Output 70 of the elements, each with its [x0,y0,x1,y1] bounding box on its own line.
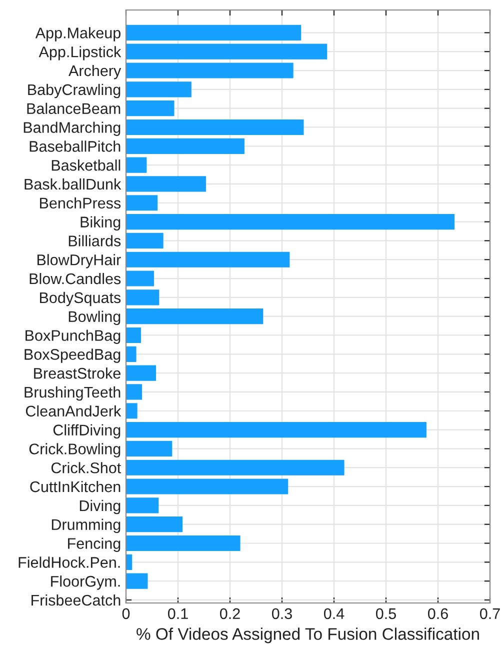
y-tick-label: FrisbeeCatch [32,594,120,606]
y-tick-label: Billiards [68,235,121,246]
bar [126,308,264,324]
bar [126,100,174,116]
y-tick-label: BabyCrawling [28,84,120,98]
bar [126,327,141,344]
y-tick-label: CliffDiving [53,424,120,438]
y-tick-label: FloorGym. [51,576,120,590]
bar [126,195,158,211]
x-tick-label: 0.3 [272,608,292,620]
x-tick-label: 0.2 [220,608,240,620]
bar [126,498,159,514]
y-tick-label: Bask.ballDunk [24,178,122,190]
y-tick-label: Diving [80,500,120,514]
y-tick-label: Fencing [68,538,120,552]
y-tick-label: Biking [80,216,120,230]
bar [126,176,206,192]
bar [126,270,154,286]
y-tick-label: Archery [68,64,122,80]
y-tick-label: BoxSpeedBag [24,348,120,363]
x-tick-label: 0.4 [324,608,344,620]
y-tick-label: BandMarching [24,122,120,136]
y-tick-label: Drumming [52,518,120,534]
y-tick-label: FieldHock.Pen. [18,556,120,568]
y-tick-label: App.Makeup [35,27,121,42]
y-tick-label: BalanceBeam [27,102,120,114]
bar [126,554,132,570]
bar [126,403,138,419]
bar [126,232,164,248]
bar [126,573,148,589]
bar [126,44,328,60]
y-tick-label: App.Lipstick [38,46,122,60]
y-tick-label: CleanAndJerk [26,405,122,417]
y-tick-label: BodySquats [40,292,121,306]
x-tick-label: 0.1 [168,608,188,620]
y-tick-label: BrushingTeeth [24,386,120,401]
bar [126,214,455,230]
y-tick-label: BoxPunchBag [26,330,120,344]
x-tick-label: 0.6 [428,608,448,620]
bar [126,460,344,476]
y-tick-label: Blow.Candles [30,272,121,284]
bar [126,346,136,362]
x-tick-label: 0.5 [376,608,396,620]
bar [126,82,192,98]
y-tick-label: BenchPress [40,197,121,209]
y-tick-label: CuttInKitchen [30,480,120,492]
bar [126,440,172,456]
bar [126,535,240,552]
y-tick-label: Basketball [52,160,120,171]
bar [126,119,304,136]
y-tick-label: Bowling [68,310,120,326]
y-tick-label: BlowDryHair [38,254,121,268]
bar [126,478,288,494]
y-tick-label: BreastStroke [34,368,120,379]
y-tick-label: BaseballPitch [30,140,120,152]
x-axis-title: % Of Videos Assigned To Fusion Classification [136,628,479,644]
bar [126,422,426,438]
y-tick-label: Crick.Shot [51,462,122,474]
bar [126,252,290,268]
bar [126,138,244,154]
bar [126,24,302,40]
y-tick-label: Crick.Bowling [29,443,120,458]
bar [126,365,156,381]
bar [126,290,160,306]
bar [126,62,294,78]
bar [126,516,183,532]
x-tick-label: 0.7 [480,608,500,620]
bar [126,384,142,400]
x-tick-label: 0 [122,608,130,620]
bar [126,157,147,173]
